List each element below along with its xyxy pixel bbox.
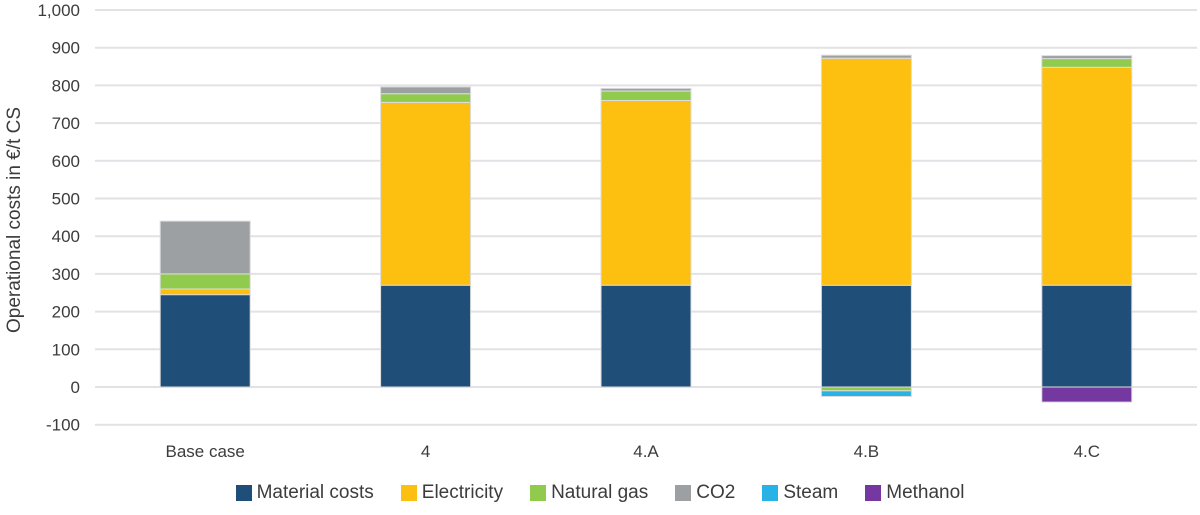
bar-segment-4-a-co2 xyxy=(600,87,692,92)
y-tick-label-1000: 1,000 xyxy=(37,1,80,20)
x-axis-label-base-case: Base case xyxy=(166,442,245,461)
x-axis-label-4-a: 4.A xyxy=(633,442,659,461)
bar-segment-4-b-steam xyxy=(820,390,912,397)
bar-segment-base-case-material-costs xyxy=(159,294,251,388)
y-tick-label-500: 500 xyxy=(52,190,80,209)
y-tick-label-100: 100 xyxy=(52,340,80,359)
legend-label-material-costs: Material costs xyxy=(256,482,374,503)
legend-swatch-natural-gas xyxy=(530,485,547,501)
y-tick-label-900: 900 xyxy=(52,39,80,58)
y-axis-tick-labels: 1,000 900 800 700 600 500 400 300 200 100 0 -100 xyxy=(37,1,80,435)
bar-segment-4-b-electricity xyxy=(820,57,912,286)
bar-segment-4-material-costs xyxy=(380,284,472,388)
legend-swatch-material-costs xyxy=(235,485,252,501)
bar-segment-4-c-electricity xyxy=(1041,66,1133,286)
y-tick-label--100: -100 xyxy=(46,416,80,435)
legend-item-natural-gas: Natural gas xyxy=(530,482,648,504)
bar-segment-4-b-material-costs xyxy=(820,284,912,388)
bar-segment-base-case-natural-gas xyxy=(159,273,251,290)
legend-item-co2: CO2 xyxy=(675,482,735,504)
bar-segment-4-a-natural-gas xyxy=(600,90,692,101)
x-axis-label-4: 4 xyxy=(421,442,430,461)
y-tick-label-700: 700 xyxy=(52,114,80,133)
x-axis-label-4-c: 4.C xyxy=(1074,442,1100,461)
bar-segment-4-c-methanol xyxy=(1041,386,1133,403)
y-tick-label-800: 800 xyxy=(52,76,80,95)
legend-label-methanol: Methanol xyxy=(886,482,965,503)
bar-segment-4-c-natural-gas xyxy=(1041,58,1133,68)
y-tick-label-0: 0 xyxy=(71,378,80,397)
bar-segment-4-a-material-costs xyxy=(600,284,692,388)
bar-segment-4-b-co2 xyxy=(820,54,912,59)
chart-legend: Material costs Electricity Natural gas CO2 S… xyxy=(0,478,1200,508)
legend-swatch-steam xyxy=(762,485,779,501)
legend-item-methanol: Methanol xyxy=(865,482,964,504)
bar-segment-4-c-material-costs xyxy=(1041,284,1133,388)
y-axis-title: Operational costs in €/t CS xyxy=(4,107,25,333)
legend-item-material-costs: Material costs xyxy=(235,482,374,504)
stacked-bar-chart: 1,000 900 800 700 600 500 400 300 200 100 0 -100 Op… xyxy=(4,1,1197,461)
bars-group xyxy=(159,54,1133,403)
x-axis-label-4-b: 4.B xyxy=(854,442,880,461)
legend-item-steam: Steam xyxy=(762,482,838,504)
bar-segment-base-case-co2 xyxy=(159,220,251,275)
bar-segment-4-electricity xyxy=(380,101,472,286)
legend-swatch-co2 xyxy=(675,485,692,501)
legend-label-steam: Steam xyxy=(783,482,839,503)
bar-segment-4-co2 xyxy=(380,86,472,95)
bar-segment-4-c-co2 xyxy=(1041,55,1133,60)
y-tick-label-400: 400 xyxy=(52,227,80,246)
y-tick-label-600: 600 xyxy=(52,152,80,171)
legend-swatch-methanol xyxy=(865,485,882,501)
bar-segment-4-a-electricity xyxy=(600,100,692,286)
bar-segment-4-b-natural-gas xyxy=(820,386,912,392)
legend-label-natural-gas: Natural gas xyxy=(551,482,649,503)
legend-label-co2: CO2 xyxy=(696,482,736,503)
bar-segment-base-case-electricity xyxy=(159,288,251,296)
bar-segment-4-natural-gas xyxy=(380,93,472,103)
legend-label-electricity: Electricity xyxy=(421,482,504,503)
y-tick-label-200: 200 xyxy=(52,303,80,322)
x-axis-labels: Base case 4 4.A 4.B 4.C xyxy=(166,442,1101,461)
y-tick-label-300: 300 xyxy=(52,265,80,284)
legend-item-electricity: Electricity xyxy=(400,482,504,504)
legend-swatch-electricity xyxy=(400,485,417,501)
